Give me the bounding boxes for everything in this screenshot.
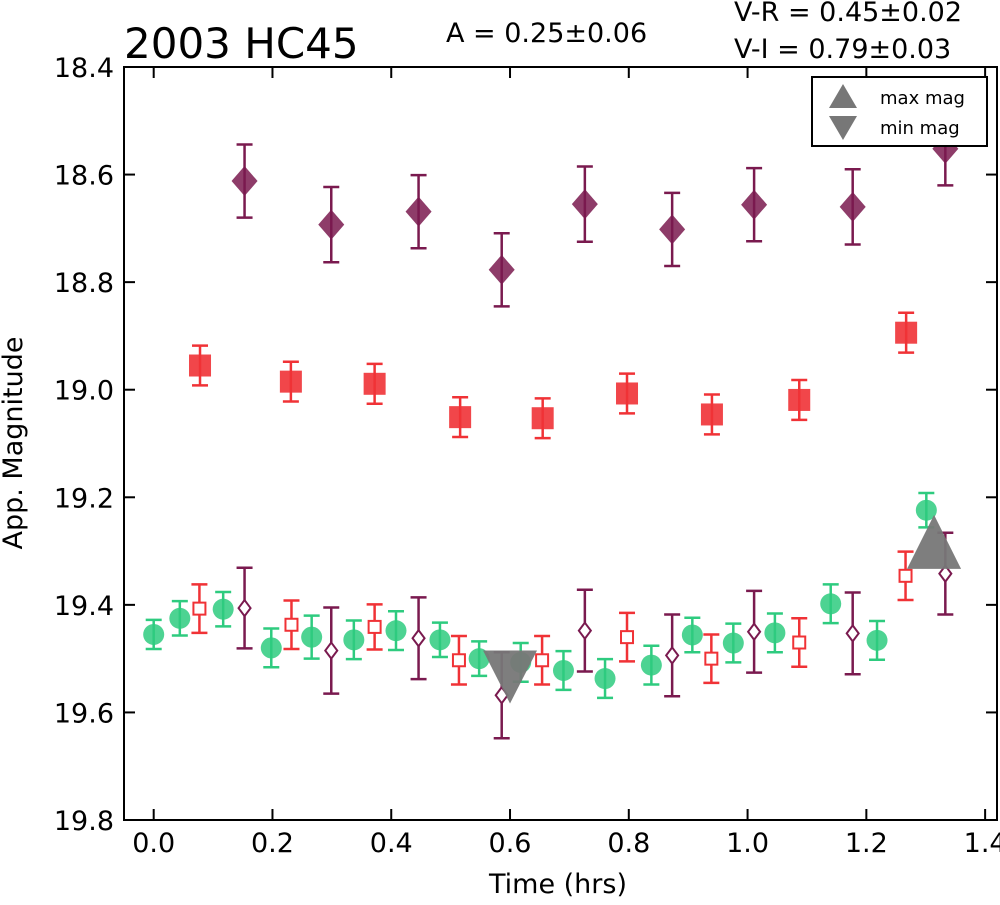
- square-open-point: [451, 653, 466, 668]
- square-filled-point: [531, 407, 554, 430]
- square-filled-point: [700, 403, 723, 426]
- square-open-point: [620, 630, 635, 645]
- y-tick-label: 18.6: [54, 161, 114, 192]
- y-tick-label: 18.8: [54, 268, 114, 299]
- square-filled-point: [788, 388, 811, 411]
- y-axis-label: App. Magnitude: [0, 337, 29, 550]
- diamond-open-point: [411, 628, 426, 648]
- diamond-filled-point: [318, 209, 345, 240]
- square-open-point: [284, 617, 299, 632]
- v-i-annotation: V-I = 0.79±0.03: [734, 34, 951, 65]
- circle-filled-point: [820, 593, 842, 615]
- circle-filled-point: [429, 629, 451, 651]
- circle-filled-point: [681, 624, 703, 646]
- max-mag-marker: [907, 514, 962, 569]
- legend-min-mag-label: min mag: [880, 118, 960, 139]
- diamond-open-point: [845, 623, 860, 644]
- diamond-filled-point: [405, 196, 432, 227]
- square-open-point: [704, 651, 719, 666]
- circle-filled-point: [468, 648, 490, 670]
- square-filled-point: [189, 354, 212, 377]
- y-tick-label: 18.4: [54, 53, 114, 84]
- legend-min-mag-marker: [829, 116, 857, 140]
- chart-title: 2003 HC45: [124, 19, 359, 68]
- diamond-open-point: [664, 645, 680, 666]
- circle-filled-point: [385, 620, 407, 642]
- circle-filled-point: [764, 622, 786, 644]
- v-r-annotation: V-R = 0.45±0.02: [734, 0, 962, 28]
- min-mag-marker: [483, 650, 538, 704]
- x-tick-label: 0.0: [132, 828, 175, 859]
- diamond-filled-point: [741, 189, 768, 220]
- amplitude-annotation: A = 0.25±0.06: [446, 18, 647, 49]
- square-filled-point: [895, 321, 918, 344]
- plot-frame: [123, 66, 998, 821]
- x-tick-label: 0.8: [607, 828, 650, 859]
- circle-filled-point: [594, 668, 616, 690]
- square-filled-point: [279, 370, 302, 393]
- circle-filled-point: [260, 637, 282, 659]
- diamond-filled-point: [659, 214, 686, 245]
- diamond-open-point: [237, 598, 252, 618]
- square-open-point: [367, 619, 382, 634]
- circle-filled-point: [722, 632, 744, 654]
- circle-filled-point: [552, 659, 574, 681]
- circle-filled-point: [301, 626, 323, 648]
- circle-filled-point: [169, 607, 191, 629]
- diamond-open-point: [577, 621, 593, 641]
- x-tick-label: 1.4: [964, 828, 1000, 859]
- x-tick-label: 1.2: [845, 828, 888, 859]
- x-tick-label: 0.2: [251, 828, 294, 859]
- x-tick-label: 0.6: [489, 828, 532, 859]
- y-tick-label: 19.2: [54, 483, 114, 514]
- y-tick-label: 19.0: [54, 376, 114, 407]
- legend: max mag min mag: [811, 76, 988, 147]
- square-filled-point: [449, 406, 472, 429]
- y-tick-label: 19.6: [54, 698, 114, 729]
- circle-filled-point: [640, 654, 662, 676]
- diamond-open-point: [938, 563, 953, 584]
- square-open-point: [898, 568, 913, 583]
- circle-filled-point: [343, 629, 365, 651]
- diamond-filled-point: [488, 254, 515, 285]
- diamond-filled-point: [839, 191, 866, 222]
- square-open-point: [192, 601, 207, 616]
- x-tick-label: 1.0: [726, 828, 769, 859]
- square-filled-point: [616, 382, 639, 405]
- square-open-point: [792, 635, 807, 650]
- y-tick-label: 19.8: [54, 806, 114, 837]
- x-axis-label: Time (hrs): [488, 869, 627, 900]
- square-filled-point: [363, 372, 386, 395]
- circle-filled-point: [915, 499, 937, 521]
- circle-filled-point: [866, 629, 888, 651]
- x-tick-label: 0.4: [370, 828, 413, 859]
- legend-max-mag-label: max mag: [880, 88, 965, 109]
- circle-filled-point: [212, 598, 234, 620]
- legend-max-mag-marker: [829, 84, 857, 108]
- diamond-open-point: [324, 640, 339, 661]
- y-tick-label: 19.4: [54, 591, 114, 622]
- diamond-filled-point: [571, 189, 598, 220]
- diamond-filled-point: [231, 166, 258, 197]
- plot-layer: 0.0 0.2 0.4 0.6 0.8 1.0 1.2 1.4 18.4 18.6 18.8 19.0…: [54, 53, 1000, 859]
- square-open-point: [535, 653, 550, 668]
- circle-filled-point: [143, 623, 165, 645]
- diamond-open-point: [746, 622, 762, 642]
